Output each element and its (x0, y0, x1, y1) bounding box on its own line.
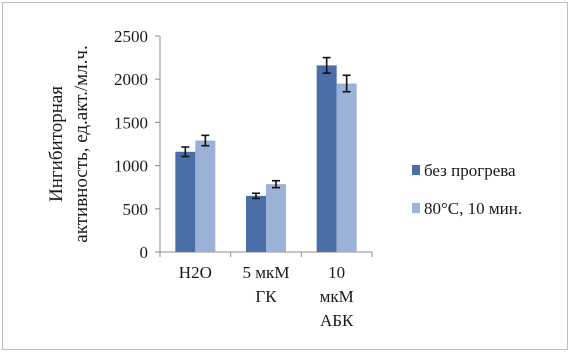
x-tick-label-line: H2O (179, 263, 212, 282)
legend: без прогрева 80°C, 10 мин. (412, 161, 522, 218)
x-tick-label: 5 мкМ ГК (243, 263, 290, 306)
y-axis-title-line-2: активность, ед.акт./мл.ч. (71, 45, 92, 242)
y-tick-label: 2500 (114, 27, 148, 46)
chart-frame (2, 2, 568, 350)
y-tick-label: 1500 (114, 113, 148, 132)
bar (316, 65, 337, 252)
bar (246, 195, 266, 252)
y-axis-title-group: Ингибиторная активность, ед.акт./мл.ч. (46, 45, 92, 242)
y-axis-title-line-1: Ингибиторная (46, 86, 67, 202)
y-tick-label: 1000 (114, 157, 148, 176)
bar (266, 184, 286, 252)
plot-area (159, 36, 372, 253)
x-tick-label: H2O (179, 263, 212, 282)
legend-label: без прогрева (424, 161, 516, 180)
x-tick-label-line: АБК (320, 311, 354, 330)
x-tick-label-line: мкМ (320, 287, 354, 306)
x-tick-label: 10 мкМ АБК (320, 263, 354, 330)
legend-label: 80°C, 10 мин. (424, 199, 522, 218)
y-axis-title: Ингибиторная активность, ед.акт./мл.ч. (46, 45, 92, 242)
bar (336, 83, 357, 253)
x-tick-label-line: 5 мкМ (243, 263, 290, 282)
y-tick-label: 0 (140, 243, 149, 262)
bar (175, 151, 196, 252)
x-axis-ticks: H2O 5 мкМ ГК 10 мкМ АБК (159, 252, 373, 330)
y-tick-label: 500 (123, 200, 149, 219)
y-axis-ticks: 0 500 1000 1500 2000 2500 (114, 27, 160, 262)
x-tick-label-line: ГК (255, 287, 277, 306)
legend-swatch (412, 165, 420, 175)
bar (195, 140, 216, 252)
legend-swatch (412, 203, 420, 213)
y-tick-label: 2000 (114, 70, 148, 89)
x-tick-label-line: 10 (328, 263, 345, 282)
